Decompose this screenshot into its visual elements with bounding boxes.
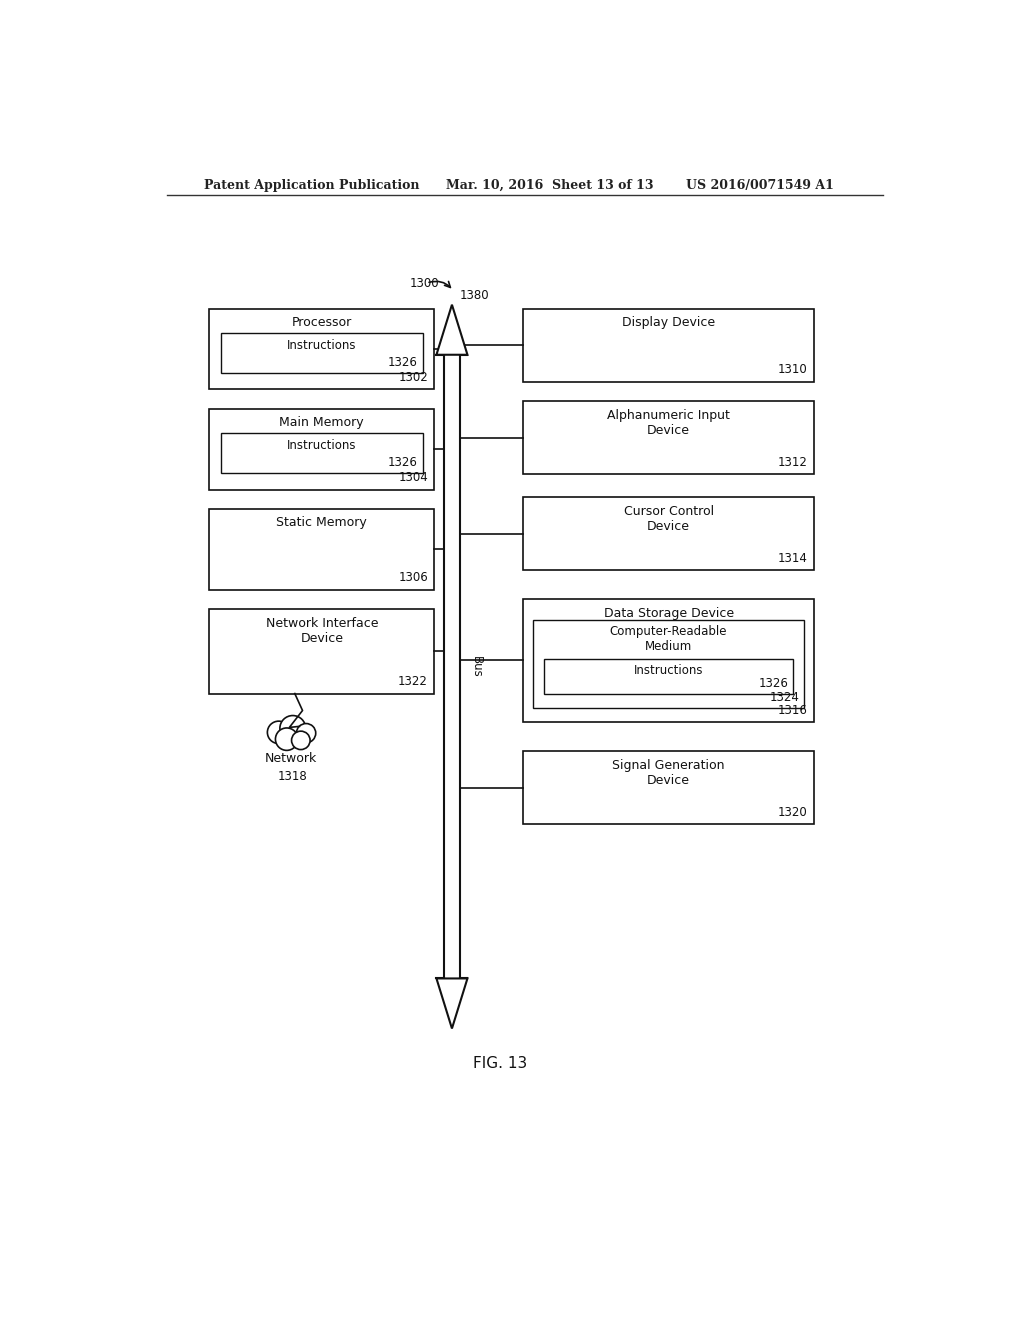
Text: 1322: 1322 xyxy=(398,675,428,688)
Circle shape xyxy=(292,731,310,750)
Bar xyxy=(221,433,423,474)
Circle shape xyxy=(296,723,315,743)
Bar xyxy=(209,508,434,590)
Text: 1302: 1302 xyxy=(398,371,428,384)
Bar xyxy=(523,498,814,570)
Circle shape xyxy=(275,727,298,750)
Text: 1326: 1326 xyxy=(388,455,418,469)
Bar xyxy=(523,309,814,381)
Text: 1326: 1326 xyxy=(388,355,418,368)
Text: 1314: 1314 xyxy=(778,552,808,565)
Bar xyxy=(523,401,814,474)
Text: 1304: 1304 xyxy=(398,471,428,484)
Bar xyxy=(209,309,434,389)
Text: Alphanumeric Input
Device: Alphanumeric Input Device xyxy=(607,409,730,437)
Text: Network Interface
Device: Network Interface Device xyxy=(265,616,378,644)
Circle shape xyxy=(280,715,305,741)
Text: 1320: 1320 xyxy=(778,807,808,818)
Text: 1324: 1324 xyxy=(769,690,799,704)
Text: Main Memory: Main Memory xyxy=(280,416,365,429)
Polygon shape xyxy=(436,305,467,355)
Text: 1312: 1312 xyxy=(778,455,808,469)
Text: US 2016/0071549 A1: US 2016/0071549 A1 xyxy=(686,178,834,191)
Text: Display Device: Display Device xyxy=(622,317,715,329)
Text: 1380: 1380 xyxy=(460,289,489,302)
Text: 1318: 1318 xyxy=(279,770,308,783)
Circle shape xyxy=(267,721,290,743)
Text: Signal Generation
Device: Signal Generation Device xyxy=(612,759,725,787)
Bar xyxy=(523,599,814,722)
Text: Mar. 10, 2016  Sheet 13 of 13: Mar. 10, 2016 Sheet 13 of 13 xyxy=(445,178,653,191)
Text: 1316: 1316 xyxy=(778,704,808,717)
Text: Processor: Processor xyxy=(292,317,352,329)
Text: 1310: 1310 xyxy=(778,363,808,376)
Text: Instructions: Instructions xyxy=(287,438,356,451)
Bar xyxy=(209,609,434,693)
Text: Computer-Readable
Medium: Computer-Readable Medium xyxy=(610,626,727,653)
Bar xyxy=(209,409,434,490)
Text: Network: Network xyxy=(264,752,316,764)
Text: Static Memory: Static Memory xyxy=(276,516,368,529)
Text: 1306: 1306 xyxy=(398,572,428,585)
Text: 1300: 1300 xyxy=(410,277,439,289)
Polygon shape xyxy=(436,978,467,1028)
Text: 1326: 1326 xyxy=(759,677,788,689)
Text: Bus: Bus xyxy=(470,656,482,677)
Bar xyxy=(544,659,793,694)
Text: Instructions: Instructions xyxy=(634,664,703,677)
Text: Cursor Control
Device: Cursor Control Device xyxy=(624,506,714,533)
Text: FIG. 13: FIG. 13 xyxy=(473,1056,527,1071)
Bar xyxy=(523,751,814,825)
Text: Patent Application Publication: Patent Application Publication xyxy=(204,178,420,191)
Text: Instructions: Instructions xyxy=(287,339,356,351)
Bar xyxy=(221,333,423,374)
Bar xyxy=(534,620,804,708)
Text: Data Storage Device: Data Storage Device xyxy=(603,607,733,619)
